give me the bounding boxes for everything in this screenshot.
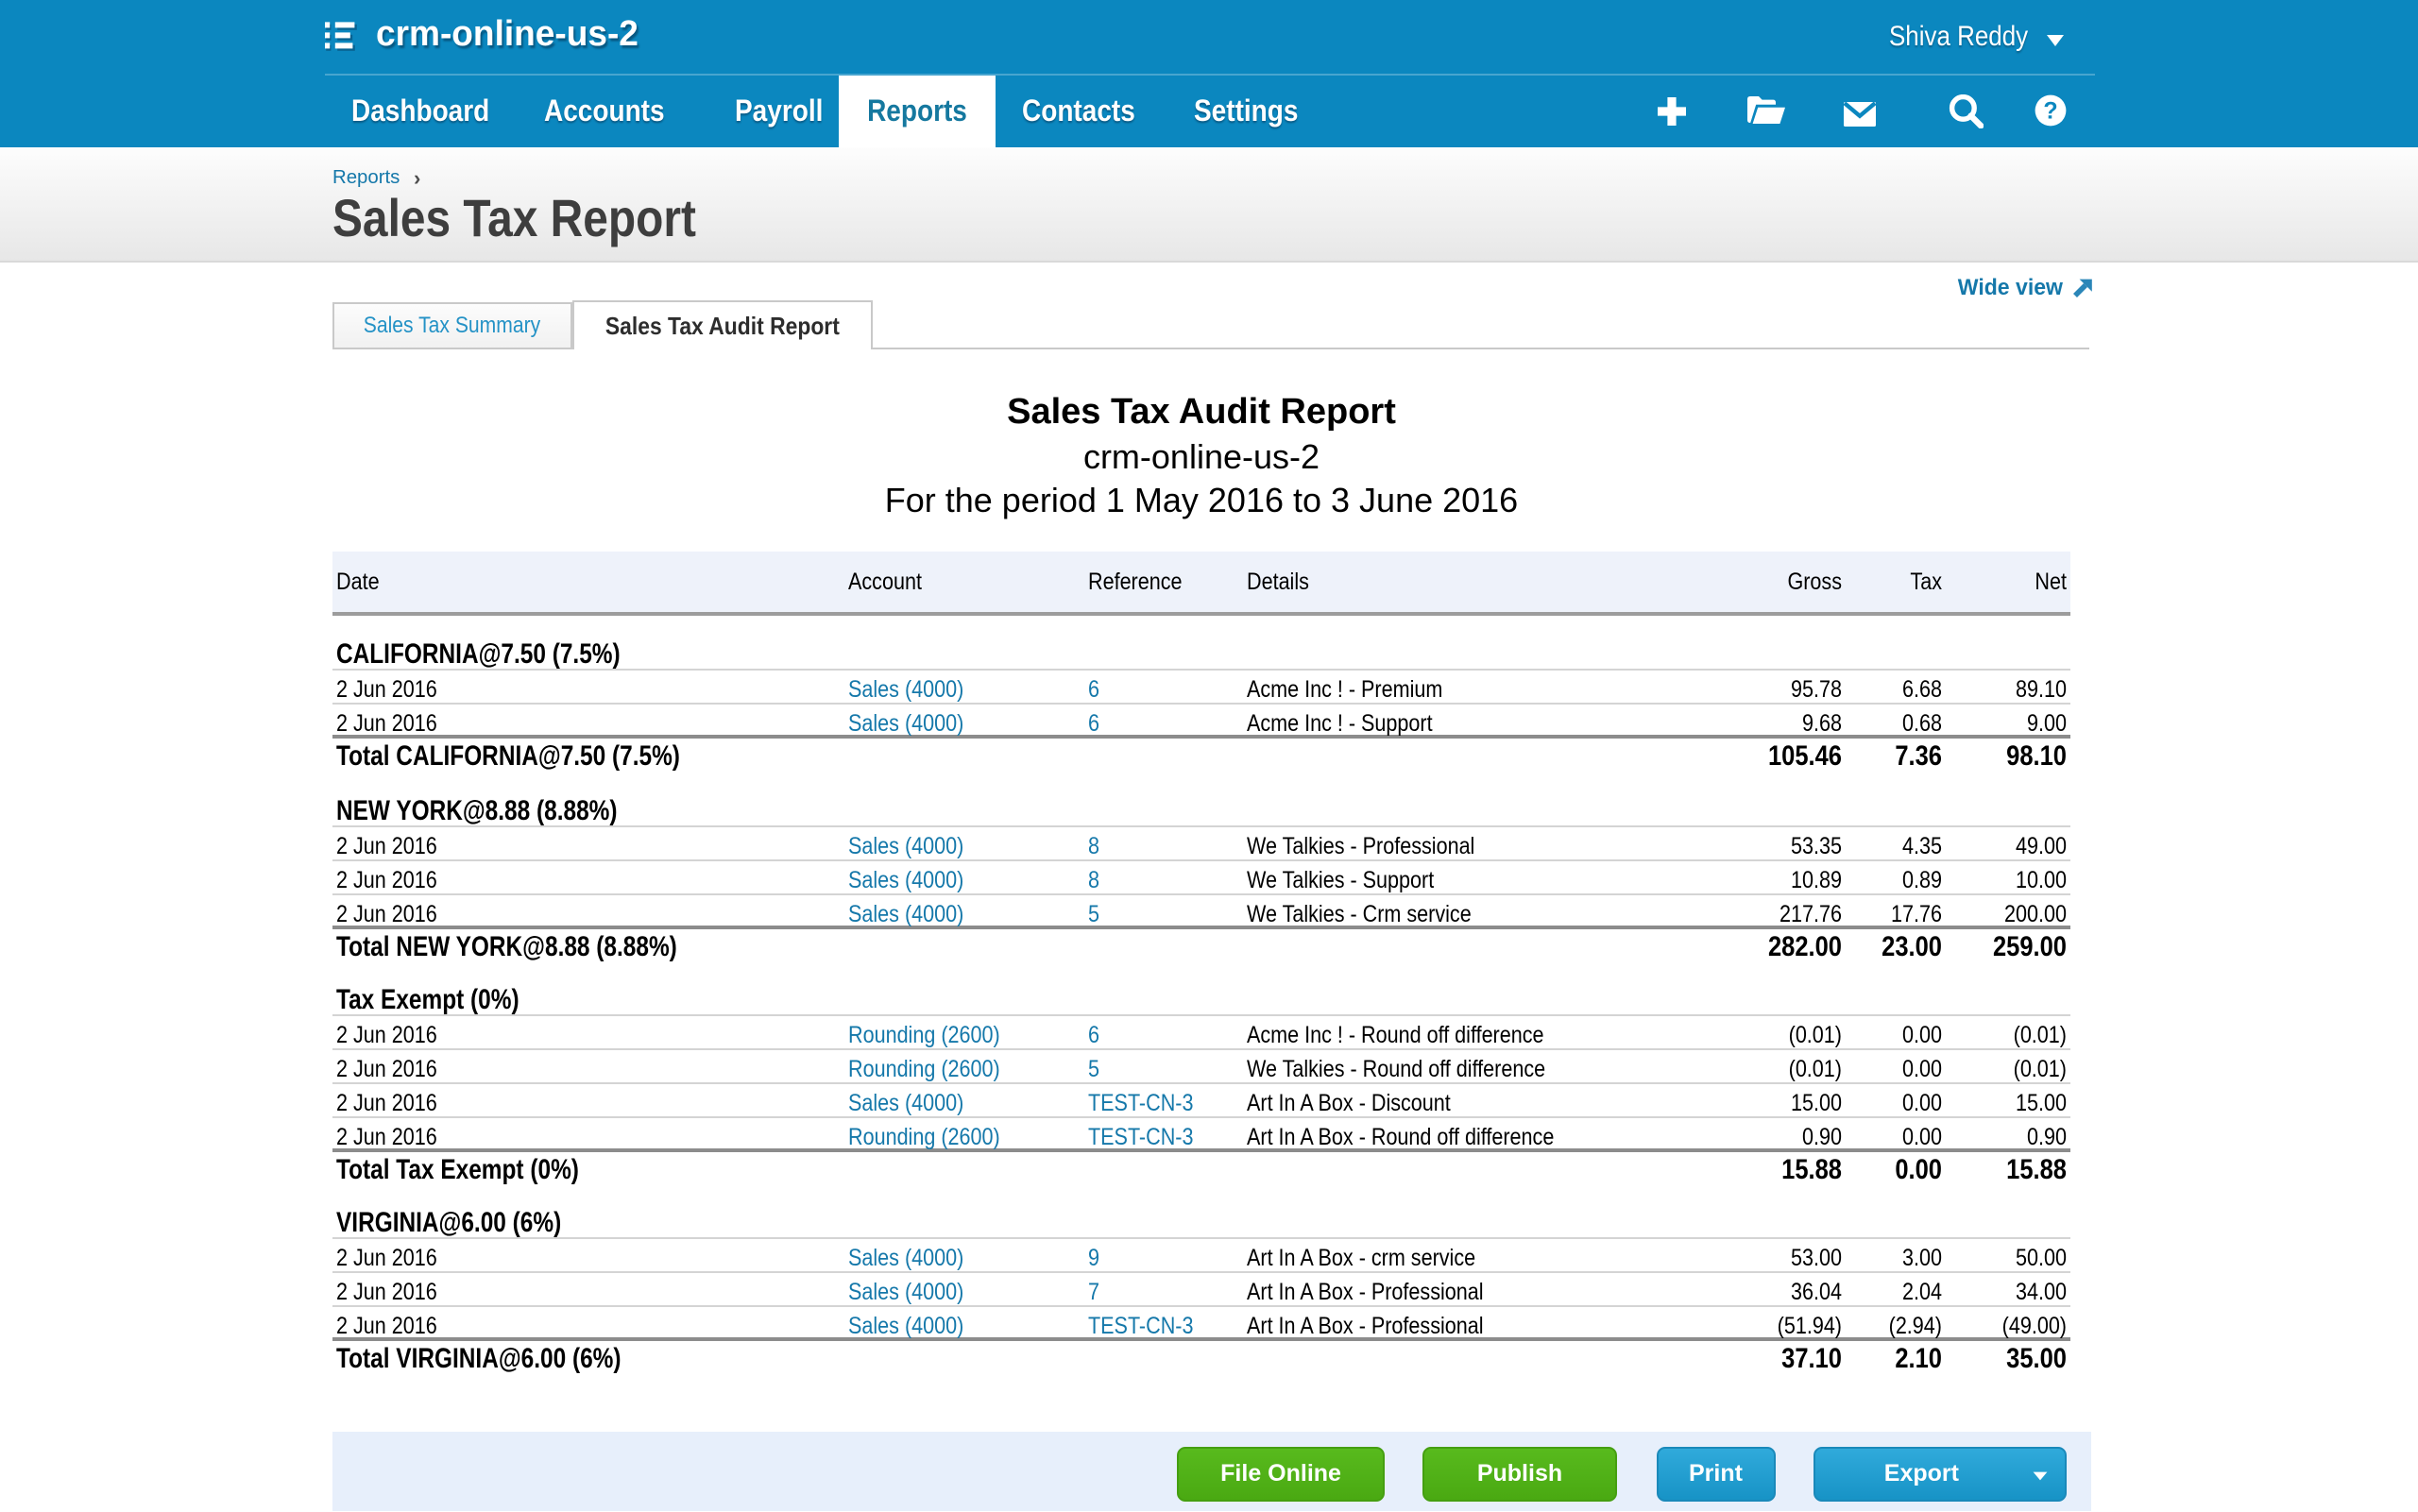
svg-text:?: ?	[2043, 97, 2057, 124]
